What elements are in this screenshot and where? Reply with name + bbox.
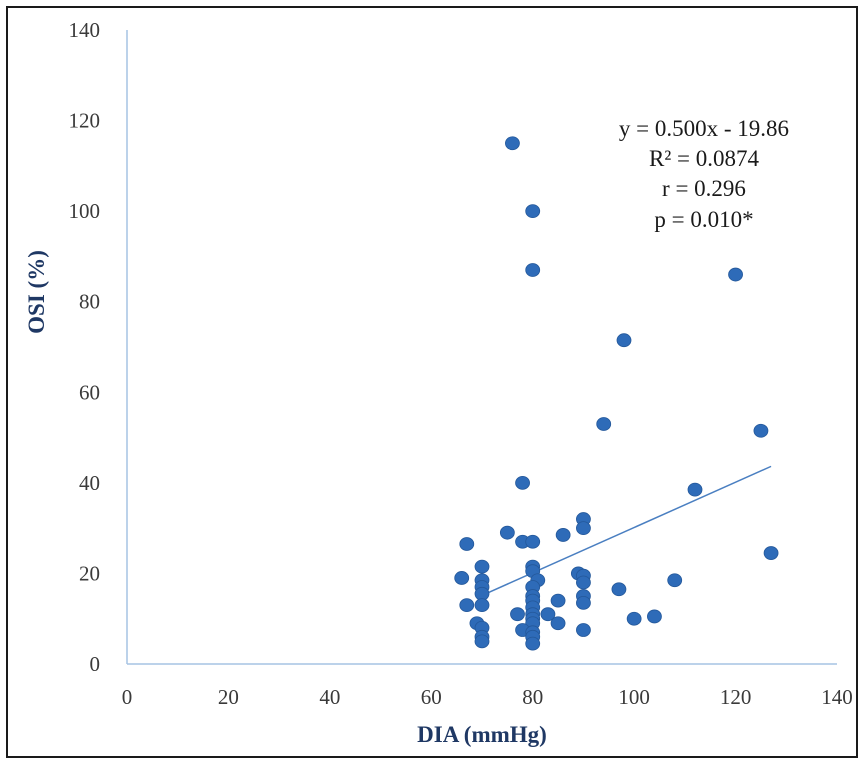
annotation-line-2: R² = 0.0874 [649, 146, 759, 171]
annotation-line-3: r = 0.296 [662, 176, 746, 201]
data-point [576, 575, 591, 590]
x-tick-label: 80 [522, 685, 543, 709]
y-tick-label: 100 [69, 199, 101, 223]
data-point [753, 423, 769, 438]
x-tick-label: 40 [319, 685, 340, 709]
y-tick-label: 140 [69, 18, 101, 42]
x-tick-label: 100 [618, 685, 650, 709]
data-point [459, 537, 475, 551]
points-layer [454, 136, 779, 651]
axes: 0 20 40 60 80 100 120 140 0 20 40 60 80 100 120 140 [69, 18, 853, 709]
data-point [576, 521, 591, 536]
data-point [647, 609, 662, 624]
data-point [510, 607, 525, 622]
data-point [505, 136, 520, 151]
data-point [515, 475, 530, 490]
y-tick-label: 80 [79, 290, 100, 314]
y-tick-label: 60 [79, 380, 100, 404]
data-point [611, 582, 627, 597]
data-point [474, 598, 490, 613]
data-point [550, 616, 566, 631]
chart-frame [6, 6, 858, 758]
y-axis-title: OSI (%) [24, 250, 49, 334]
x-tick-label: 0 [122, 685, 133, 709]
data-point [576, 623, 591, 637]
data-point [550, 593, 566, 608]
data-point [596, 417, 612, 431]
labels-layer: DIA (mmHg) OSI (%) y = 0.500x - 19.86 R²… [24, 116, 789, 747]
data-point [474, 559, 490, 574]
data-point [459, 598, 475, 613]
y-tick-label: 40 [79, 471, 100, 495]
annotation-line-1: y = 0.500x - 19.86 [619, 116, 789, 141]
y-tick-label: 20 [79, 561, 100, 585]
data-point [474, 634, 490, 649]
data-point [667, 573, 683, 588]
data-point [616, 333, 632, 348]
x-tick-label: 20 [218, 685, 239, 709]
data-point [525, 636, 541, 651]
data-point [763, 546, 779, 560]
data-point [687, 482, 703, 497]
data-point [626, 611, 642, 626]
x-tick-label: 60 [421, 685, 442, 709]
annotation-line-4: p = 0.010* [654, 207, 753, 232]
y-tick-label: 120 [69, 109, 101, 133]
data-point [576, 595, 591, 610]
data-point [499, 525, 515, 540]
data-point [525, 263, 541, 277]
x-tick-label: 120 [720, 685, 752, 709]
data-point [555, 528, 571, 542]
y-tick-label: 0 [90, 652, 101, 676]
data-point [525, 204, 541, 219]
x-tick-label: 140 [821, 685, 853, 709]
x-axis-title: DIA (mmHg) [417, 722, 547, 747]
data-point [540, 607, 556, 622]
data-point [454, 571, 470, 585]
data-point [525, 534, 541, 549]
data-point [728, 267, 743, 282]
